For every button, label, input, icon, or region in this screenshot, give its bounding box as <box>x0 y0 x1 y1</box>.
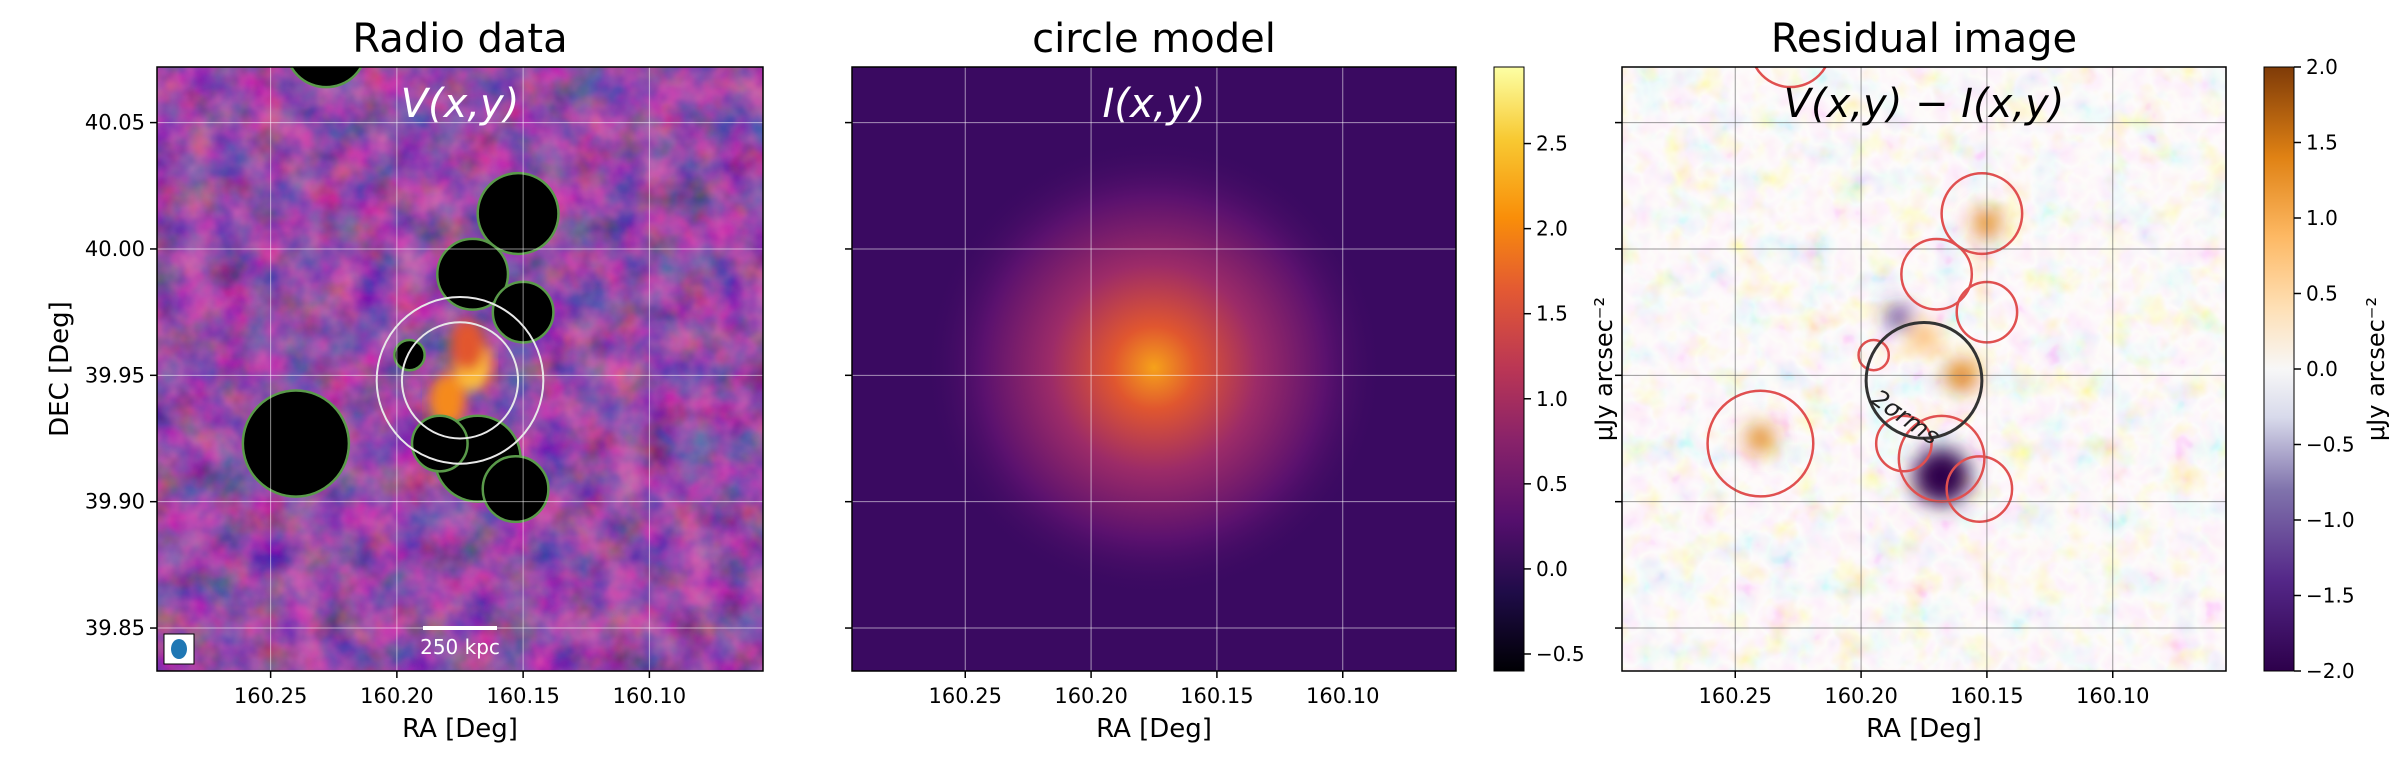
circle-model-title: circle model <box>1032 16 1276 62</box>
x-tick-label: 160.15 <box>1180 684 1253 708</box>
masked-source <box>241 389 351 498</box>
aperture-circles <box>375 296 545 465</box>
residual-mask-contour <box>1900 237 1974 311</box>
model-colorbar-ticks: −0.5 0.0 0.5 1.0 1.5 2.0 2.5 <box>1524 132 1585 666</box>
radio-data-y-label: DEC [Deg] <box>45 301 75 437</box>
aperture-circle <box>400 321 520 440</box>
residual-colorbar <box>2263 66 2295 672</box>
x-tick-label: 160.20 <box>1054 684 1127 708</box>
residual-background <box>1622 67 2226 671</box>
residual-colorbar-label: μJy arcsec⁻² <box>2362 297 2390 441</box>
emission-blob <box>449 318 486 371</box>
residual-mask-contour <box>1945 455 2014 524</box>
emission-blob <box>428 373 466 428</box>
x-tick-label: 160.20 <box>1824 684 1897 708</box>
circle-model-x-ticks: 160.25 160.20 160.15 160.10 <box>929 671 1379 708</box>
residual-feature <box>1886 305 1911 330</box>
residual-mask-contour <box>1754 67 1827 89</box>
colorbar-tick-label: 0.5 <box>2306 282 2338 306</box>
residual-panel <box>1622 67 2226 671</box>
residual-x-ticks: 160.25 160.20 160.15 160.10 <box>1699 671 2149 708</box>
colorbar-tick-label: 1.0 <box>2306 206 2338 230</box>
circle-model-annotation: I(x,y) <box>1102 81 1205 127</box>
masked-source <box>436 237 510 311</box>
masked-source <box>393 338 426 372</box>
colorbar-tick-label: 2.5 <box>1536 132 1568 156</box>
masked-source <box>476 171 560 256</box>
colorbar-tick-label: −1.5 <box>2306 584 2355 608</box>
residual-feature <box>1746 424 1775 453</box>
x-tick-label: 160.10 <box>1306 684 1379 708</box>
x-tick-label: 160.20 <box>360 684 433 708</box>
circle-model-grid <box>852 67 1456 671</box>
colorbar-tick-label: 0.5 <box>1536 472 1568 496</box>
residual-x-label: RA [Deg] <box>1866 714 1982 744</box>
two-sigma-circle <box>1864 320 1984 440</box>
scale-bar: 250 kpc <box>420 626 500 659</box>
beam-marker <box>163 633 195 665</box>
residual-frame <box>1621 66 2227 672</box>
colorbar-tick-label: −1.0 <box>2306 508 2355 532</box>
colorbar-tick-label: −0.5 <box>1536 642 1585 666</box>
circle-model-panel <box>852 67 1456 671</box>
colorbar-tick-label: 1.5 <box>1536 302 1568 326</box>
y-tick-label: 40.05 <box>85 111 145 135</box>
residual-grid <box>1622 67 2226 671</box>
model-colorbar-label: μJy arcsec⁻² <box>1590 297 1618 441</box>
y-tick-label: 40.00 <box>85 237 145 261</box>
colorbar-tick-label: 2.0 <box>1536 217 1568 241</box>
radio-data-frame <box>156 66 764 672</box>
residual-mask-contour <box>1857 338 1891 372</box>
colorbar-tick-label: 2.0 <box>2306 55 2338 79</box>
model-colorbar <box>1493 66 1525 672</box>
colorbar-tick-label: 0.0 <box>1536 557 1568 581</box>
x-tick-label: 160.10 <box>613 684 686 708</box>
x-tick-label: 160.10 <box>2076 684 2149 708</box>
circle-model-x-label: RA [Deg] <box>1096 714 1212 744</box>
x-tick-label: 160.25 <box>1699 684 1772 708</box>
residual-circle <box>1864 320 1984 440</box>
circle-model-frame <box>851 66 1457 672</box>
colorbar-tick-label: −2.0 <box>2306 659 2355 683</box>
circle-model-y-ticks <box>845 121 852 629</box>
residual-mask-contour <box>1874 414 1933 473</box>
radio-data-x-label: RA [Deg] <box>402 714 518 744</box>
radio-data-y-ticks: 39.85 39.90 39.95 40.00 40.05 <box>85 111 157 640</box>
radio-data-annotation: V(x,y) <box>401 81 520 127</box>
residual-annotation: V(x,y) − I(x,y) <box>1784 81 2065 127</box>
colorbar-tick-label: 1.5 <box>2306 131 2338 155</box>
colorbar-tick-label: 0.0 <box>2306 357 2338 381</box>
residual-colorbar-ticks: −2.0 −1.5 −1.0 −0.5 0.0 0.5 1.0 1.5 2.0 <box>2294 55 2355 683</box>
y-tick-label: 39.95 <box>85 363 145 387</box>
radio-data-panel <box>157 67 763 671</box>
radio-data-x-ticks: 160.25 160.20 160.15 160.10 <box>234 671 686 708</box>
y-tick-label: 39.90 <box>85 490 145 514</box>
aperture-circle <box>375 296 545 465</box>
x-tick-label: 160.25 <box>234 684 307 708</box>
radio-data-title: Radio data <box>352 16 567 62</box>
x-tick-label: 160.25 <box>929 684 1002 708</box>
circle-model-emission <box>924 137 1384 598</box>
x-tick-label: 160.15 <box>1950 684 2023 708</box>
residual-mask-contour <box>1706 389 1815 498</box>
residual-feature <box>1913 448 1970 505</box>
x-tick-label: 160.15 <box>486 684 559 708</box>
residual-mask-contour <box>1940 172 2024 256</box>
bright-emission <box>428 318 493 428</box>
colorbar-tick-label: −0.5 <box>2306 433 2355 457</box>
masked-source <box>289 67 363 89</box>
residual-title: Residual image <box>1771 16 2077 62</box>
masked-source <box>481 454 550 524</box>
colorbar-tick-label: 1.0 <box>1536 387 1568 411</box>
scale-bar-label: 250 kpc <box>420 635 500 659</box>
y-tick-label: 39.85 <box>85 616 145 640</box>
radio-data-grid <box>157 67 763 671</box>
residual-feature <box>1910 323 1938 352</box>
residual-y-ticks <box>1615 121 1622 629</box>
